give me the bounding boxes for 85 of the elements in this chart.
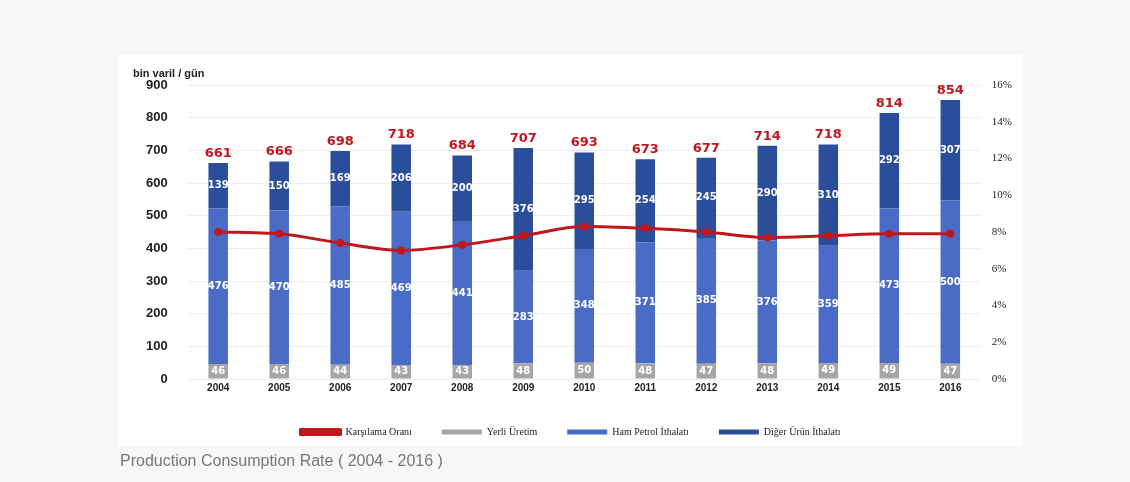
y2-tick-label: 0% — [991, 371, 1007, 384]
y2-tick-label: 12% — [991, 151, 1013, 164]
data-label: 348 — [573, 299, 595, 311]
data-label: 470 — [268, 280, 290, 292]
data-label: 150 — [268, 179, 290, 191]
data-label: 48 — [638, 364, 653, 376]
y-tick-label: 0 — [160, 370, 168, 386]
x-tick-label: 2013 — [756, 381, 779, 393]
y-tick-label: 600 — [145, 174, 168, 190]
y-tick-label: 300 — [145, 272, 168, 288]
y2-tick-label: 16% — [991, 77, 1013, 90]
data-label: 206 — [390, 171, 412, 183]
data-label: 46 — [211, 364, 226, 376]
total-label: 684 — [448, 137, 476, 153]
data-label: 485 — [329, 279, 351, 290]
x-tick-label: 2004 — [207, 381, 230, 393]
legend-label: Ham Petrol İthalatı — [612, 425, 690, 437]
data-label: 469 — [390, 281, 412, 293]
data-label: 46 — [272, 364, 287, 376]
text: Production Consumption Rate ( 2004 - 2016 ) — [120, 452, 443, 470]
data-label: 43 — [455, 365, 470, 377]
total-label: 714 — [753, 127, 781, 143]
total-label: 718 — [814, 126, 842, 142]
total-label: 718 — [387, 126, 415, 142]
y-tick-label: 100 — [145, 337, 168, 353]
data-label: 47 — [699, 364, 714, 376]
data-label: 139 — [207, 179, 229, 191]
y2-tick-label: 4% — [991, 298, 1007, 311]
legend-label: Diğer Ürün İthalatı — [763, 425, 841, 437]
y2-tick-label: 10% — [991, 188, 1013, 201]
legend-label: Karşılama Oranı — [345, 425, 413, 437]
y-axis-title: bin varil / gün — [133, 67, 205, 79]
y2-tick-label: 14% — [991, 114, 1013, 127]
total-label: 677 — [692, 139, 720, 155]
data-label: 169 — [329, 172, 351, 184]
y-tick-label: 900 — [145, 76, 168, 92]
x-tick-label: 2012 — [695, 381, 718, 393]
total-label: 707 — [509, 129, 537, 145]
data-label: 245 — [695, 191, 717, 203]
data-label: 283 — [512, 310, 534, 322]
y-tick-label: 400 — [145, 239, 168, 255]
y2-tick-label: 6% — [991, 261, 1007, 274]
x-tick-label: 2011 — [634, 381, 657, 393]
x-tick-label: 2009 — [512, 381, 535, 393]
y-tick-label: 500 — [145, 207, 168, 223]
x-tick-label: 2015 — [878, 381, 901, 393]
x-tick-label: 2010 — [573, 381, 596, 393]
data-label: 385 — [695, 294, 717, 306]
y2-tick-label: 8% — [991, 224, 1007, 237]
total-label: 854 — [936, 81, 964, 97]
legend-label: Yerli Üretim — [486, 425, 538, 437]
data-label: 359 — [817, 297, 839, 309]
data-label: 376 — [756, 295, 778, 307]
data-label: 47 — [943, 364, 958, 376]
x-tick-label: 2007 — [390, 381, 413, 393]
total-label: 693 — [570, 134, 598, 150]
data-label: 50 — [577, 364, 592, 376]
total-label: 673 — [631, 141, 659, 157]
data-label: 254 — [634, 194, 656, 206]
data-label: 44 — [333, 365, 348, 377]
total-label: 661 — [204, 144, 232, 160]
data-label: 441 — [451, 286, 473, 298]
x-tick-label: 2016 — [939, 381, 962, 393]
data-label: 49 — [821, 364, 836, 376]
x-tick-label: 2006 — [329, 381, 352, 393]
total-label: 666 — [265, 143, 293, 159]
x-tick-label: 2014 — [817, 381, 840, 393]
x-tick-label: 2008 — [451, 381, 474, 393]
data-label: 376 — [512, 203, 534, 215]
data-label: 200 — [451, 181, 473, 193]
data-label: 295 — [573, 194, 595, 206]
data-label: 307 — [939, 143, 961, 155]
y-tick-label: 200 — [145, 305, 168, 321]
data-label: 371 — [634, 296, 656, 308]
data-label: 48 — [516, 364, 531, 376]
data-label: 49 — [882, 364, 897, 376]
x-tick-label: 2005 — [268, 381, 291, 393]
data-label: 48 — [760, 364, 775, 376]
total-label: 814 — [875, 94, 903, 110]
data-label: 476 — [207, 279, 229, 291]
y2-tick-label: 2% — [991, 335, 1007, 348]
data-label: 43 — [394, 365, 409, 377]
y-tick-label: 700 — [145, 141, 168, 157]
y-tick-label: 800 — [145, 109, 168, 125]
total-label: 698 — [326, 132, 354, 148]
